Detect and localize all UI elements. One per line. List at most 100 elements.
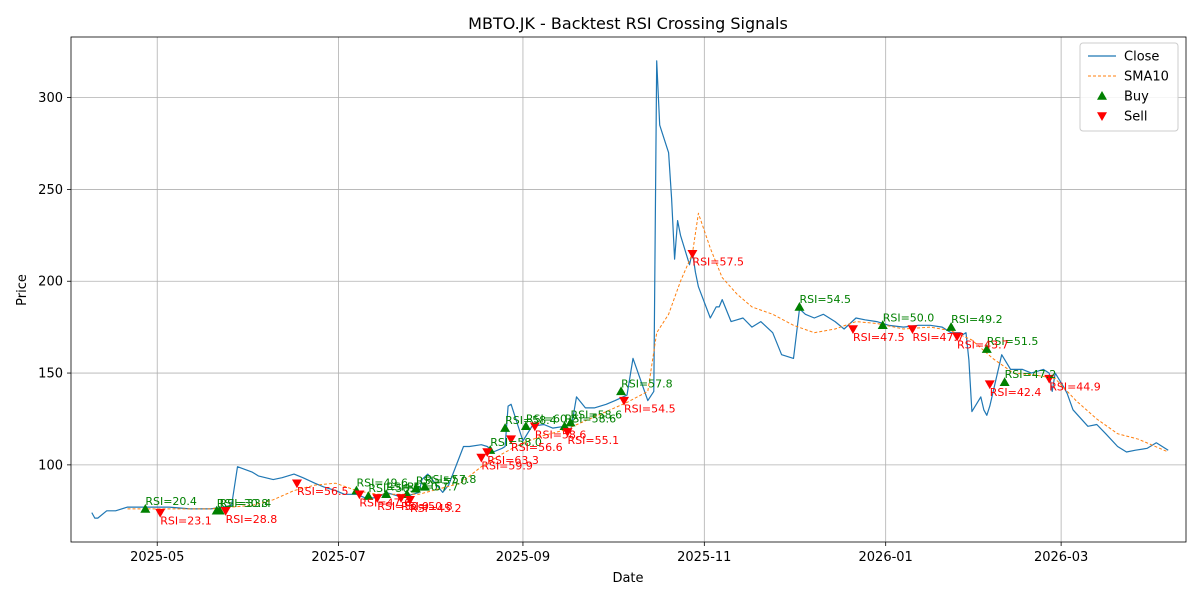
buy-signal-label: RSI=57.0 [416, 475, 468, 488]
sell-signal-label: RSI=50.0 [377, 500, 429, 513]
buy-signal-label: RSI=49.2 [951, 313, 1003, 326]
x-tick-label: 2025-09 [496, 550, 550, 565]
y-axis-label: Price [15, 274, 30, 306]
sell-signal-label: RSI=47.6 [359, 496, 411, 509]
sell-signal-label: RSI=42.4 [990, 386, 1042, 399]
sell-signal-marker [1044, 374, 1055, 384]
axes-layer: 2025-05 2025-07 2025-09 2025-11 2026-01 2026-… [38, 36, 1187, 565]
sell-signal-label: RSI=44.9 [1049, 381, 1101, 394]
legend-label: Close [1124, 50, 1159, 65]
buy-signal-label: RSI=50.0 [883, 311, 935, 324]
sell-signal-marker [155, 508, 166, 518]
buy-signal-marker [559, 421, 570, 431]
sell-signal-label: RSI=56.5 [297, 485, 349, 498]
sell-signal-label: RSI=47.5 [853, 331, 905, 344]
grid-layer [71, 37, 1186, 542]
buy-signal-marker [520, 421, 531, 431]
sell-signal-label: RSI=47.7 [912, 331, 964, 344]
legend: Close SMA10 Buy Sell [1079, 42, 1179, 132]
buy-signal-label: RSI=57.0 [386, 480, 438, 493]
x-axis-label: Date [612, 571, 643, 586]
sell-signal-marker [907, 325, 918, 334]
buy-signal-label: RSI=58.6 [571, 409, 623, 422]
chart-title: MBTO.JK - Backtest RSI Crossing Signals [468, 14, 788, 33]
sell-signal-marker [354, 490, 365, 500]
buy-signal-label: RSI=58.4 [505, 414, 557, 427]
buy-signal-label: RSI=57.8 [425, 473, 477, 486]
legend-label: Sell [1124, 110, 1147, 125]
buy-signal-label: RSI=20.4 [145, 495, 197, 508]
x-tick-label: 2025-11 [677, 550, 731, 565]
buy-signal-label: RSI=58.0 [490, 436, 542, 449]
marker-layer [140, 249, 1055, 518]
sell-signal-marker [396, 494, 407, 503]
buy-signal-marker [214, 505, 225, 515]
sell-signal-marker [847, 325, 858, 334]
sell-signal-label: RSI=55.1 [568, 434, 620, 447]
buy-signal-label: RSI=49.6 [356, 477, 408, 490]
sell-signal-label: RSI=59.9 [481, 460, 533, 473]
buy-signal-label: RSI=58.6 [565, 412, 617, 425]
y-tick-label: 250 [38, 183, 63, 198]
sell-signal-marker [506, 435, 517, 445]
sell-signal-label: RSI=28.8 [226, 513, 278, 526]
sell-signal-marker [404, 496, 415, 505]
sell-signal-label: RSI=23.1 [160, 515, 212, 528]
x-tick-label: 2025-07 [311, 550, 365, 565]
legend-buy-swatch [1097, 91, 1107, 100]
x-tick-label: 2026-03 [1034, 550, 1088, 565]
buy-signal-marker [616, 386, 627, 396]
buy-signal-marker [999, 377, 1010, 386]
buy-signal-marker [140, 503, 151, 513]
buy-signal-label: RSI=57.8 [621, 377, 673, 390]
series-layer [91, 60, 1169, 519]
y-tick-label: 100 [38, 458, 63, 473]
sell-signal-marker [482, 448, 493, 458]
sell-signal-label: RSI=57.5 [692, 256, 744, 269]
sell-signal-marker [220, 507, 231, 516]
sell-signal-label: RSI=54.5 [624, 403, 676, 416]
buy-signal-label: RSI=60.2 [526, 412, 578, 425]
buy-signal-marker [419, 481, 430, 491]
buy-signal-label: RSI=30.8 [217, 497, 269, 510]
buy-signal-label: RSI=51.5 [987, 335, 1039, 348]
plot-frame [70, 36, 1187, 543]
legend-sell-swatch [1097, 112, 1107, 121]
buy-signal-label: RSI=57.7 [407, 480, 459, 493]
sell-signal-marker [529, 422, 540, 432]
sell-signal-marker [619, 396, 630, 406]
buy-signal-marker [946, 322, 957, 331]
sell-signal-marker [372, 494, 383, 503]
sell-signal-marker [952, 332, 963, 342]
legend-label: SMA10 [1124, 70, 1169, 85]
buy-signal-label: RSI=33.4 [220, 497, 272, 510]
legend-box [1079, 42, 1179, 132]
sell-signal-label: RSI=43.7 [957, 338, 1009, 351]
buy-signal-marker [877, 320, 888, 330]
x-tick-label: 2026-01 [859, 550, 913, 565]
buy-signal-label: RSI=47.2 [1005, 368, 1057, 381]
buy-signal-marker [363, 491, 374, 500]
y-tick-label: 200 [38, 275, 63, 290]
legend-label: Buy [1124, 90, 1149, 105]
buy-signal-label: RSI=56.6 [368, 482, 420, 495]
sell-signal-label: RSI=50.8 [401, 500, 453, 513]
sell-signal-label: RSI=58.6 [535, 428, 587, 441]
x-tick-label: 2025-05 [130, 550, 184, 565]
sell-signal-marker [687, 249, 698, 259]
close-price-line [91, 60, 1169, 519]
sell-signal-marker [476, 453, 487, 463]
buy-signal-marker [794, 301, 805, 311]
buy-signal-marker [500, 423, 511, 432]
y-tick-label: 300 [38, 91, 63, 106]
sell-signal-marker [562, 428, 573, 437]
buy-signal-marker [981, 344, 992, 353]
sell-signal-label: RSI=63.3 [487, 454, 539, 467]
sell-signal-label: RSI=45.2 [410, 502, 462, 515]
buy-signal-marker [565, 417, 576, 427]
buy-signal-label: RSI=54.5 [799, 293, 851, 306]
sell-signal-marker [291, 479, 302, 489]
